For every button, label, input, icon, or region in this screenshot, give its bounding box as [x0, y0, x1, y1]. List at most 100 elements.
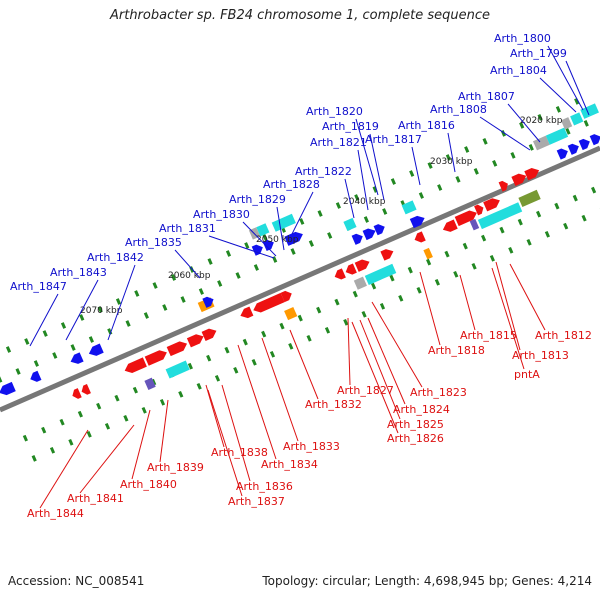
tick-mark: [224, 346, 230, 354]
leader-line: [351, 321, 399, 434]
gene-arrow: [165, 360, 190, 379]
leader-line: [347, 317, 351, 386]
gene-arrow: [380, 249, 394, 261]
leader-line: [357, 149, 369, 211]
leader-line: [39, 429, 89, 509]
tick-mark: [299, 218, 305, 225]
gene-arrow: [284, 231, 303, 246]
gene-arrow: [474, 204, 484, 216]
tick-mark: [262, 234, 268, 241]
gene-label-bottom: Arth_1841: [67, 492, 124, 505]
gene-arrow: [498, 180, 508, 192]
gene-arrow: [202, 296, 214, 308]
gene-label-top: Arth_1843: [50, 266, 107, 279]
tick-mark: [563, 222, 569, 230]
gene-label-top: Arth_1799: [510, 47, 567, 60]
tick-mark: [335, 202, 341, 209]
tick-mark: [42, 330, 48, 337]
gene-label-top: Arth_1807: [458, 90, 515, 103]
leader-line: [208, 235, 275, 259]
tick-mark: [207, 258, 213, 265]
tick-mark: [583, 120, 589, 127]
tick-mark: [536, 210, 542, 218]
summary-text: Topology: circular; Length: 4,698,945 bp…: [262, 574, 592, 588]
tick-mark: [86, 430, 92, 438]
gene-label-top: Arth_1804: [490, 64, 547, 77]
tick-mark: [225, 250, 232, 257]
gene-label-bottom: Arth_1825: [387, 418, 444, 431]
gene-arrow: [81, 384, 91, 395]
gene-arrow: [423, 247, 433, 260]
tick-mark: [162, 304, 168, 311]
tick-mark: [455, 176, 461, 183]
gene-label-bottom: Arth_1826: [387, 432, 444, 445]
tick-mark: [214, 374, 221, 382]
leader-line: [221, 384, 251, 482]
leader-line: [159, 399, 169, 463]
tick-mark: [24, 338, 30, 345]
gene-arrow: [556, 148, 568, 160]
gene-label-bottom: Arth_1812: [535, 329, 592, 342]
gene-arrow: [343, 217, 357, 231]
gene-label-top: Arth_1831: [159, 222, 216, 235]
tick-mark: [464, 146, 470, 153]
tick-mark: [31, 455, 37, 462]
gene-label-top: Arth_1800: [494, 32, 551, 45]
tick-mark: [343, 318, 349, 326]
leader-line: [495, 261, 521, 351]
gene-arrow: [144, 377, 156, 390]
tick-mark: [492, 160, 498, 167]
tick-mark: [389, 274, 395, 282]
tick-mark: [537, 114, 543, 121]
gene-arrow: [580, 103, 599, 119]
kbp-tick-label: 2050 kbp: [256, 235, 299, 245]
tick-mark: [519, 122, 525, 129]
gene-arrow: [240, 306, 254, 319]
tick-mark: [317, 210, 323, 217]
tick-mark: [143, 312, 149, 319]
tick-mark: [471, 262, 477, 270]
gene-arrow: [30, 370, 42, 382]
leader-line: [459, 274, 476, 331]
gene-label-top: Arth_1829: [229, 193, 286, 206]
tick-mark: [544, 230, 550, 238]
leader-line: [29, 293, 59, 347]
tick-mark: [334, 298, 340, 306]
gene-arrow: [518, 189, 541, 207]
kbp-tick-label: 2020 kbp: [520, 116, 563, 126]
gene-arrow: [567, 143, 579, 155]
leader-line: [131, 409, 151, 480]
tick-mark: [453, 270, 459, 278]
leader-line: [491, 267, 525, 370]
gene-label-bottom: Arth_1833: [283, 440, 340, 453]
gene-arrow: [469, 218, 480, 231]
tick-mark: [152, 282, 158, 289]
tick-mark: [0, 376, 3, 383]
tick-mark: [251, 358, 257, 366]
tick-mark: [572, 194, 578, 202]
leader-line: [65, 279, 99, 341]
leader-line: [289, 329, 319, 400]
leader-line: [359, 319, 401, 420]
gene-label-top: Arth_1835: [125, 236, 182, 249]
tick-mark: [68, 438, 74, 446]
gene-arrow: [334, 268, 346, 280]
tick-mark: [253, 264, 259, 271]
leader-line: [507, 103, 541, 143]
tick-mark: [206, 354, 212, 362]
gene-arrow: [578, 138, 590, 151]
tick-mark: [244, 242, 250, 249]
tick-mark: [104, 422, 111, 430]
gene-arrow: [560, 117, 573, 130]
tick-mark: [96, 402, 102, 410]
leader-line: [419, 271, 441, 346]
gene-arrow: [362, 228, 376, 241]
tick-mark: [445, 154, 451, 161]
tick-mark: [196, 382, 202, 390]
tick-mark: [22, 434, 28, 442]
tick-mark: [15, 368, 21, 375]
tick-mark: [581, 214, 587, 222]
gene-arrow: [532, 135, 550, 151]
leader-line: [291, 191, 314, 235]
gene-label-bottom: Arth_1827: [337, 384, 394, 397]
